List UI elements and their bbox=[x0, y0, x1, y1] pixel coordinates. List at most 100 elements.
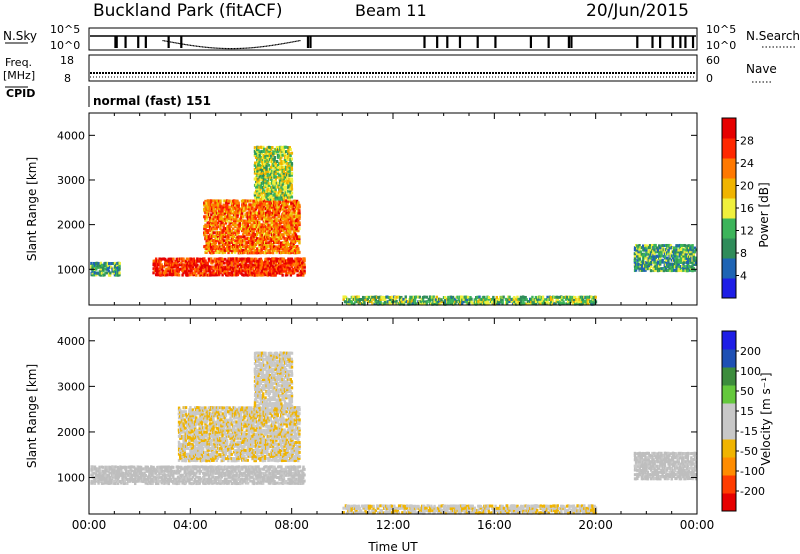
data-cell bbox=[281, 225, 284, 229]
data-cell bbox=[246, 249, 249, 253]
data-cell bbox=[93, 271, 97, 275]
data-cell bbox=[295, 199, 299, 203]
data-cell bbox=[239, 239, 243, 243]
data-cell bbox=[286, 251, 290, 255]
nsky-bar bbox=[679, 36, 682, 48]
data-cell bbox=[289, 171, 292, 175]
data-cell bbox=[237, 231, 240, 235]
data-cell bbox=[139, 469, 143, 473]
data-cell bbox=[269, 241, 273, 245]
data-cell bbox=[250, 249, 253, 253]
data-cell bbox=[204, 265, 207, 269]
data-cell bbox=[246, 236, 250, 240]
data-cell bbox=[277, 223, 281, 227]
data-cell bbox=[280, 155, 283, 159]
data-cell bbox=[269, 199, 273, 203]
data-cell bbox=[274, 195, 277, 199]
data-cell bbox=[263, 269, 266, 273]
data-cell bbox=[211, 465, 214, 469]
data-cell bbox=[105, 465, 108, 469]
data-cell bbox=[171, 267, 174, 271]
data-cell bbox=[226, 217, 229, 221]
data-cell bbox=[109, 477, 113, 481]
data-cell bbox=[176, 265, 180, 269]
data-cell bbox=[660, 254, 663, 258]
data-cell bbox=[657, 264, 661, 268]
data-cell bbox=[289, 199, 292, 203]
data-cell bbox=[268, 261, 272, 265]
data-cell bbox=[444, 302, 448, 306]
data-cell bbox=[264, 259, 267, 263]
data-cell bbox=[219, 477, 222, 481]
data-cell bbox=[256, 187, 259, 191]
data-cell bbox=[253, 215, 256, 219]
data-cell bbox=[264, 211, 268, 215]
nsky-dot bbox=[167, 40, 169, 43]
data-cell bbox=[252, 217, 255, 221]
data-cell bbox=[264, 251, 268, 255]
data-cell bbox=[252, 231, 255, 235]
data-cell bbox=[232, 259, 235, 263]
data-cell bbox=[215, 257, 219, 261]
data-cell bbox=[259, 173, 262, 177]
data-cell bbox=[225, 477, 228, 481]
data-cell bbox=[165, 259, 168, 263]
data-cell bbox=[411, 298, 414, 302]
nsky-bar bbox=[529, 36, 532, 48]
data-cell bbox=[672, 262, 676, 266]
data-cell bbox=[671, 269, 675, 273]
data-cell bbox=[225, 243, 229, 247]
data-cell bbox=[181, 481, 184, 485]
data-cell bbox=[116, 467, 120, 471]
data-cell bbox=[219, 211, 222, 215]
data-cell bbox=[421, 297, 425, 301]
data-cell bbox=[662, 266, 665, 270]
data-cell bbox=[282, 150, 285, 154]
data-cell bbox=[215, 263, 219, 267]
data-cell bbox=[266, 227, 269, 231]
data-cell bbox=[219, 227, 222, 231]
data-cell bbox=[531, 295, 534, 299]
data-cell bbox=[298, 209, 301, 213]
data-cell bbox=[633, 246, 637, 250]
nsky-dot bbox=[191, 44, 193, 47]
data-cell bbox=[686, 260, 690, 264]
data-cell bbox=[253, 209, 256, 213]
data-cell bbox=[685, 246, 689, 250]
data-cell bbox=[153, 467, 156, 471]
data-cell bbox=[252, 237, 255, 241]
data-cell bbox=[203, 207, 206, 211]
data-cell bbox=[646, 258, 649, 262]
data-cell bbox=[150, 469, 153, 473]
data-cell bbox=[104, 261, 107, 265]
data-cell bbox=[152, 479, 155, 483]
data-cell bbox=[235, 239, 238, 243]
data-cell bbox=[645, 250, 648, 254]
data-cell bbox=[258, 150, 261, 154]
data-cell bbox=[372, 297, 375, 301]
data-cell bbox=[647, 264, 651, 268]
data-cell bbox=[285, 233, 289, 237]
data-cell bbox=[215, 213, 219, 217]
data-cell bbox=[253, 163, 257, 167]
data-cell bbox=[226, 261, 229, 265]
data-cell bbox=[111, 469, 114, 473]
data-cell bbox=[211, 249, 214, 253]
data-cell bbox=[506, 300, 509, 304]
data-cell bbox=[252, 259, 256, 263]
nsky-dot bbox=[223, 47, 225, 50]
data-cell bbox=[253, 261, 257, 265]
data-cell bbox=[211, 261, 214, 265]
data-cell bbox=[120, 481, 123, 485]
data-cell bbox=[261, 157, 265, 161]
data-cell bbox=[264, 265, 267, 269]
data-cell bbox=[274, 179, 277, 183]
data-cell bbox=[199, 271, 202, 275]
data-cell bbox=[274, 203, 277, 207]
data-cell bbox=[190, 257, 193, 261]
data-cell bbox=[118, 467, 122, 471]
data-cell bbox=[298, 221, 301, 225]
data-cell bbox=[283, 263, 287, 267]
data-cell bbox=[352, 297, 356, 301]
data-cell bbox=[575, 298, 578, 302]
